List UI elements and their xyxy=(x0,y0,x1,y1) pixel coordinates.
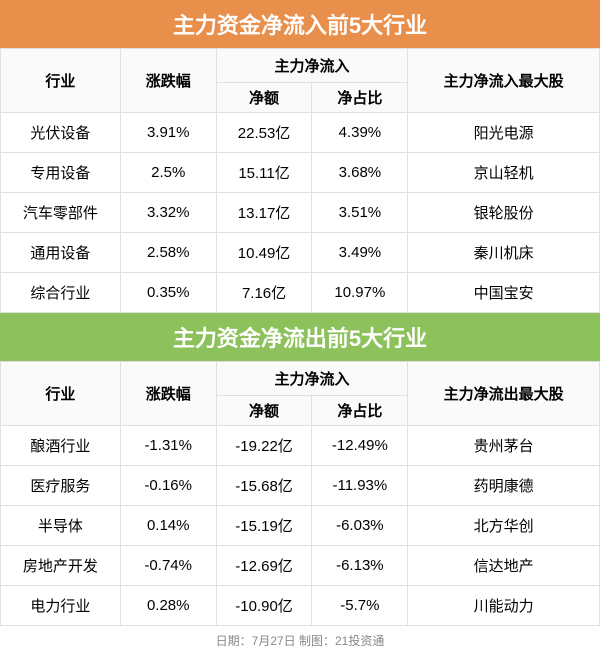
cell-amount: -10.90亿 xyxy=(216,586,312,626)
cell-amount: 15.11亿 xyxy=(216,153,312,193)
col-main-group: 主力净流入 xyxy=(216,49,408,83)
cell-amount: -15.68亿 xyxy=(216,466,312,506)
cell-top_stock: 银轮股份 xyxy=(408,193,600,233)
cell-ratio: -6.13% xyxy=(312,546,408,586)
outflow-table: 行业 涨跌幅 主力净流入 主力净流出最大股 净额 净占比 酿酒行业-1.31%-… xyxy=(0,361,600,626)
cell-industry: 电力行业 xyxy=(1,586,121,626)
cell-top_stock: 川能动力 xyxy=(408,586,600,626)
cell-change: 0.14% xyxy=(120,506,216,546)
cell-top_stock: 药明康德 xyxy=(408,466,600,506)
col-top-stock: 主力净流入最大股 xyxy=(408,49,600,113)
table-row: 房地产开发-0.74%-12.69亿-6.13%信达地产 xyxy=(1,546,600,586)
cell-top_stock: 中国宝安 xyxy=(408,273,600,313)
table-row: 综合行业0.35%7.16亿10.97%中国宝安 xyxy=(1,273,600,313)
tables-container: 主力资金净流入前5大行业 行业 涨跌幅 主力净流入 主力净流入最大股 净额 净占… xyxy=(0,0,600,659)
cell-ratio: 3.51% xyxy=(312,193,408,233)
col-industry: 行业 xyxy=(1,362,121,426)
col-ratio: 净占比 xyxy=(312,83,408,113)
table-row: 酿酒行业-1.31%-19.22亿-12.49%贵州茅台 xyxy=(1,426,600,466)
cell-top_stock: 秦川机床 xyxy=(408,233,600,273)
cell-ratio: -5.7% xyxy=(312,586,408,626)
table-row: 医疗服务-0.16%-15.68亿-11.93%药明康德 xyxy=(1,466,600,506)
outflow-title: 主力资金净流出前5大行业 xyxy=(0,313,600,361)
table-row: 汽车零部件3.32%13.17亿3.51%银轮股份 xyxy=(1,193,600,233)
cell-industry: 房地产开发 xyxy=(1,546,121,586)
cell-ratio: 4.39% xyxy=(312,113,408,153)
cell-change: 2.5% xyxy=(120,153,216,193)
col-top-stock: 主力净流出最大股 xyxy=(408,362,600,426)
cell-amount: 13.17亿 xyxy=(216,193,312,233)
col-change: 涨跌幅 xyxy=(120,49,216,113)
cell-top_stock: 京山轻机 xyxy=(408,153,600,193)
cell-ratio: -12.49% xyxy=(312,426,408,466)
cell-top_stock: 贵州茅台 xyxy=(408,426,600,466)
cell-amount: 22.53亿 xyxy=(216,113,312,153)
cell-amount: 10.49亿 xyxy=(216,233,312,273)
cell-industry: 汽车零部件 xyxy=(1,193,121,233)
table-row: 半导体0.14%-15.19亿-6.03%北方华创 xyxy=(1,506,600,546)
cell-ratio: 3.68% xyxy=(312,153,408,193)
cell-industry: 光伏设备 xyxy=(1,113,121,153)
inflow-thead: 行业 涨跌幅 主力净流入 主力净流入最大股 净额 净占比 xyxy=(1,49,600,113)
table-row: 光伏设备3.91%22.53亿4.39%阳光电源 xyxy=(1,113,600,153)
col-change: 涨跌幅 xyxy=(120,362,216,426)
outflow-tbody: 酿酒行业-1.31%-19.22亿-12.49%贵州茅台医疗服务-0.16%-1… xyxy=(1,426,600,626)
inflow-table: 行业 涨跌幅 主力净流入 主力净流入最大股 净额 净占比 光伏设备3.91%22… xyxy=(0,48,600,313)
inflow-title: 主力资金净流入前5大行业 xyxy=(0,0,600,48)
inflow-block: 主力资金净流入前5大行业 行业 涨跌幅 主力净流入 主力净流入最大股 净额 净占… xyxy=(0,0,600,313)
cell-industry: 通用设备 xyxy=(1,233,121,273)
outflow-block: 主力资金净流出前5大行业 行业 涨跌幅 主力净流入 主力净流出最大股 净额 净占… xyxy=(0,313,600,626)
cell-change: 3.91% xyxy=(120,113,216,153)
table-row: 电力行业0.28%-10.90亿-5.7%川能动力 xyxy=(1,586,600,626)
cell-change: 0.35% xyxy=(120,273,216,313)
cell-top_stock: 阳光电源 xyxy=(408,113,600,153)
cell-top_stock: 北方华创 xyxy=(408,506,600,546)
cell-change: -0.16% xyxy=(120,466,216,506)
cell-ratio: -11.93% xyxy=(312,466,408,506)
col-amount: 净额 xyxy=(216,396,312,426)
cell-amount: -15.19亿 xyxy=(216,506,312,546)
inflow-tbody: 光伏设备3.91%22.53亿4.39%阳光电源专用设备2.5%15.11亿3.… xyxy=(1,113,600,313)
col-main-group: 主力净流入 xyxy=(216,362,408,396)
footer-caption: 日期：7月27日 制图：21投资通 xyxy=(0,626,600,659)
cell-change: 0.28% xyxy=(120,586,216,626)
outflow-thead: 行业 涨跌幅 主力净流入 主力净流出最大股 净额 净占比 xyxy=(1,362,600,426)
cell-ratio: 3.49% xyxy=(312,233,408,273)
col-amount: 净额 xyxy=(216,83,312,113)
cell-top_stock: 信达地产 xyxy=(408,546,600,586)
cell-ratio: 10.97% xyxy=(312,273,408,313)
cell-change: 3.32% xyxy=(120,193,216,233)
cell-amount: -19.22亿 xyxy=(216,426,312,466)
cell-amount: 7.16亿 xyxy=(216,273,312,313)
cell-industry: 半导体 xyxy=(1,506,121,546)
table-row: 通用设备2.58%10.49亿3.49%秦川机床 xyxy=(1,233,600,273)
cell-industry: 医疗服务 xyxy=(1,466,121,506)
cell-change: -0.74% xyxy=(120,546,216,586)
cell-change: 2.58% xyxy=(120,233,216,273)
cell-industry: 综合行业 xyxy=(1,273,121,313)
cell-amount: -12.69亿 xyxy=(216,546,312,586)
cell-change: -1.31% xyxy=(120,426,216,466)
cell-ratio: -6.03% xyxy=(312,506,408,546)
table-row: 专用设备2.5%15.11亿3.68%京山轻机 xyxy=(1,153,600,193)
col-industry: 行业 xyxy=(1,49,121,113)
cell-industry: 酿酒行业 xyxy=(1,426,121,466)
cell-industry: 专用设备 xyxy=(1,153,121,193)
col-ratio: 净占比 xyxy=(312,396,408,426)
